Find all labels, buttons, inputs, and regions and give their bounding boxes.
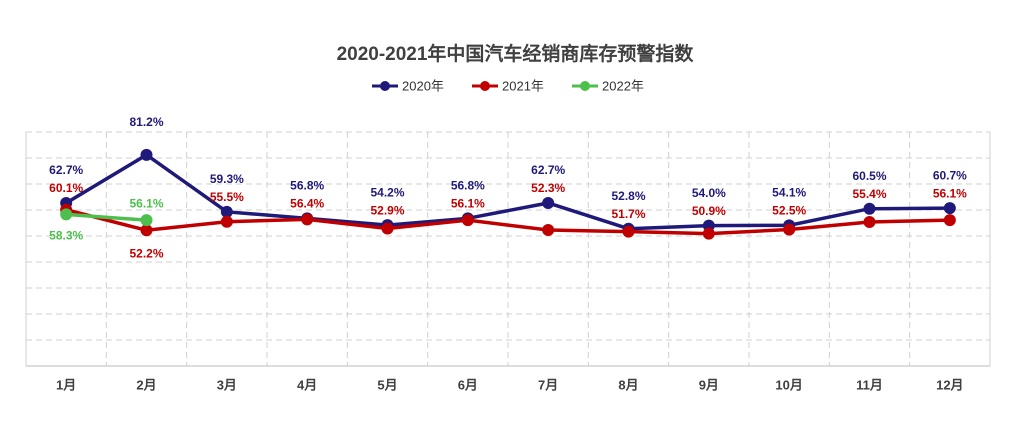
x-tick-label: 2月 [136,377,156,392]
data-point [783,223,796,236]
data-label: 56.8% [451,178,485,192]
data-label: 59.3% [210,172,244,186]
data-label: 56.8% [290,178,324,192]
legend-marker [480,81,490,91]
data-point [140,224,153,237]
data-point [140,214,153,227]
data-point [542,196,555,209]
data-label: 55.5% [210,190,244,204]
legend-label: 2022年 [602,78,644,93]
x-tick-label: 11月 [856,377,883,392]
data-label: 60.5% [852,169,886,183]
data-label: 54.1% [772,186,806,200]
x-tick-label: 3月 [217,377,237,392]
data-point [863,215,876,228]
legend-marker [380,81,390,91]
data-label: 52.8% [611,189,645,203]
data-label: 52.9% [370,203,404,217]
data-label: 56.1% [451,196,485,210]
x-tick-label: 7月 [538,377,558,392]
x-tick-label: 12月 [936,377,963,392]
data-label: 56.1% [129,196,163,210]
data-point [863,202,876,215]
chart-title: 2020-2021年中国汽车经销商库存预警指数 [337,42,695,65]
data-point [461,214,474,227]
data-point [220,205,233,218]
series-line [65,152,950,231]
data-point [60,208,73,221]
data-label: 51.7% [611,207,645,221]
data-point [542,224,555,237]
data-label: 50.9% [692,204,726,218]
x-tick-label: 4月 [297,377,317,392]
data-label: 54.0% [692,186,726,200]
data-label: 55.4% [852,187,886,201]
series-line [65,208,950,236]
data-point [220,215,233,228]
data-point [943,214,956,227]
x-tick-label: 8月 [618,377,638,392]
data-point [943,202,956,215]
data-label: 52.5% [772,204,806,218]
data-point [381,222,394,235]
data-label: 54.2% [370,185,404,199]
data-label: 60.1% [49,181,83,195]
legend-marker [580,81,590,91]
legend-label: 2021年 [502,78,544,93]
data-label: 60.7% [933,168,967,182]
data-label: 56.4% [290,196,324,210]
data-label: 56.1% [933,186,967,200]
x-tick-label: 9月 [699,377,719,392]
data-point [622,225,635,238]
data-label: 58.3% [49,229,83,243]
data-label: 52.3% [531,181,565,195]
x-tick-label: 5月 [377,377,397,392]
data-point [140,148,153,161]
data-label: 52.2% [129,246,163,260]
x-tick-label: 10月 [775,377,802,392]
data-label: 62.7% [531,163,565,177]
legend-label: 2020年 [402,78,444,93]
data-label: 81.2% [129,115,163,129]
x-tick-label: 1月 [56,377,76,392]
legend: 2020年 2021年 2022年 [372,78,644,93]
series-line [66,212,147,222]
x-tick-label: 6月 [458,377,478,392]
data-label: 62.7% [49,163,83,177]
data-point [702,227,715,240]
data-point [301,213,314,226]
